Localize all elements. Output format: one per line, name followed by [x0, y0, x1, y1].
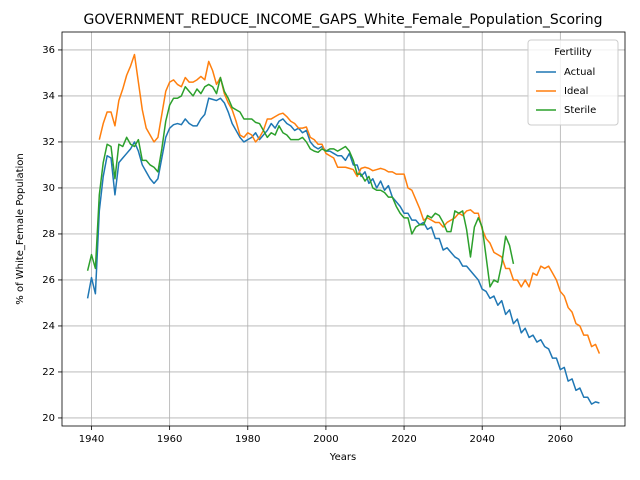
plot-frame	[61, 31, 626, 427]
y-tick-label: 22	[42, 367, 55, 378]
x-tick-label: 1940	[79, 434, 104, 445]
y-tick-label: 32	[42, 137, 55, 148]
line-series	[86, 97, 600, 405]
x-tick-label: 2040	[469, 434, 494, 445]
legend-box	[527, 39, 619, 126]
line-series	[86, 76, 515, 288]
y-tick-label: 28	[42, 229, 55, 240]
line-series	[98, 53, 601, 354]
legend-label: Actual	[564, 67, 595, 78]
y-tick-label: 36	[42, 45, 55, 56]
y-tick-label: 26	[42, 275, 55, 286]
legend-title: Fertility	[554, 47, 592, 58]
x-axis-label: Years	[329, 452, 356, 463]
legend-label: Ideal	[564, 86, 588, 97]
y-tick-label: 34	[42, 91, 55, 102]
x-tick-label: 1980	[235, 434, 260, 445]
x-tick-label: 1960	[157, 434, 182, 445]
x-tick-label: 2060	[548, 434, 573, 445]
y-axis-label: % of White_Female Population	[15, 153, 26, 304]
y-tick-label: 24	[42, 321, 55, 332]
legend: Fertility Actual Ideal Sterile	[527, 39, 619, 126]
legend-label: Sterile	[564, 105, 596, 116]
y-tick-label: 20	[42, 413, 55, 424]
y-tick-label: 30	[42, 183, 55, 194]
x-tick-label: 2000	[313, 434, 338, 445]
x-tick-label: 2020	[391, 434, 416, 445]
chart-title: GOVERNMENT_REDUCE_INCOME_GAPS_White_Fema…	[84, 12, 603, 28]
